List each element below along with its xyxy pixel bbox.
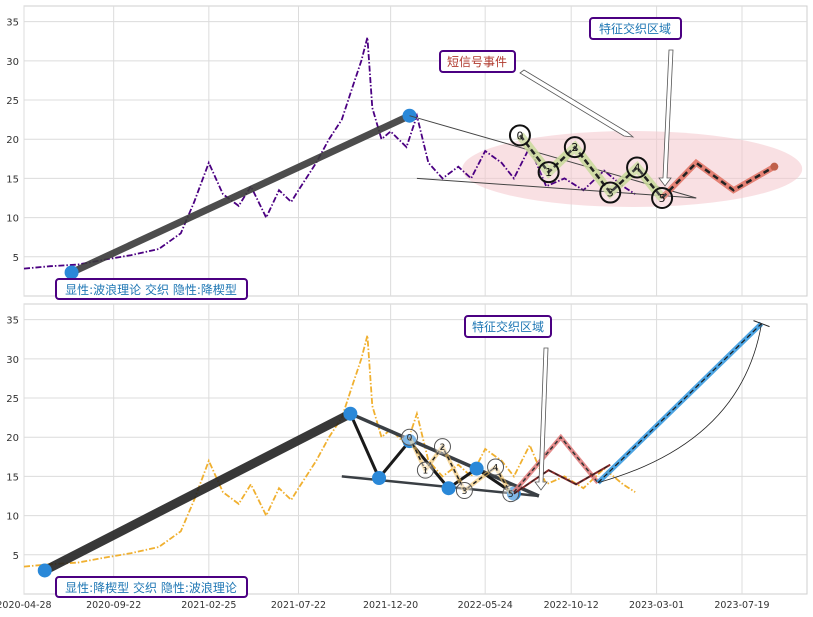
breakout-path bbox=[597, 323, 762, 484]
wave-point-circle bbox=[416, 461, 434, 479]
short-signal-box bbox=[439, 50, 516, 73]
wave-point-label: 0 bbox=[516, 129, 523, 142]
pattern-caption-box bbox=[55, 576, 248, 598]
wave-point-label: 5 bbox=[508, 490, 514, 500]
y-tick-label: 20 bbox=[6, 433, 19, 444]
wave-point-circle bbox=[537, 161, 560, 184]
pattern-caption: 显性:波浪理论 交织 隐性:降楔型 bbox=[65, 282, 237, 297]
wave-path bbox=[408, 436, 512, 495]
projection-path bbox=[661, 161, 775, 199]
wave-point-circle bbox=[508, 124, 531, 147]
y-tick-label: 25 bbox=[6, 394, 19, 405]
wave-point-circle bbox=[626, 156, 649, 179]
zone-label: 特征交织区域 bbox=[472, 319, 544, 334]
short-signal-arrow bbox=[519, 69, 635, 138]
wedge-vertex-marker bbox=[469, 461, 484, 476]
zone-label: 特征交织区域 bbox=[599, 21, 671, 36]
y-tick-label: 35 bbox=[6, 18, 19, 29]
wave-point-label: 2 bbox=[571, 141, 578, 154]
breakout-arc bbox=[597, 323, 762, 484]
price-series-line bbox=[23, 37, 636, 270]
wave-point-circle bbox=[651, 187, 674, 210]
y-tick-label: 5 bbox=[13, 253, 19, 264]
price-series-line bbox=[23, 335, 636, 568]
wave-point-label: 1 bbox=[545, 166, 552, 179]
wedge-vertex-marker bbox=[441, 481, 456, 496]
x-tick-label: 2020-09-22 bbox=[86, 600, 141, 611]
wedge-vertex-marker bbox=[372, 471, 387, 485]
wave-point-label: 5 bbox=[659, 192, 666, 205]
projection-dark-path bbox=[513, 464, 611, 495]
x-tick-label: 2021-07-22 bbox=[271, 600, 326, 611]
wedge-rise-line bbox=[40, 409, 355, 575]
x-tick-label: 2020-04-28 bbox=[0, 600, 52, 611]
zone-label-box bbox=[589, 17, 682, 40]
y-tick-label: 20 bbox=[6, 135, 19, 146]
wedge-lower-line bbox=[416, 177, 697, 199]
wave-point-label: 0 bbox=[407, 434, 413, 444]
pattern-caption-box bbox=[55, 278, 248, 300]
projection-red-path bbox=[513, 436, 599, 493]
y-tick-label: 5 bbox=[13, 551, 19, 562]
y-tick-label: 25 bbox=[6, 96, 19, 107]
wave-point-circle bbox=[487, 458, 505, 476]
wave-point-circle bbox=[563, 136, 586, 159]
trend-start-marker bbox=[64, 265, 79, 280]
wave-point-circle bbox=[599, 181, 622, 204]
wedge-vertex-marker bbox=[37, 563, 52, 578]
y-tick-label: 10 bbox=[6, 512, 19, 523]
projection-end-marker bbox=[770, 162, 779, 171]
x-tick-label: 2021-12-20 bbox=[363, 600, 418, 611]
y-tick-label: 15 bbox=[6, 472, 19, 483]
wave-path bbox=[519, 134, 664, 199]
wedge-vertex-marker bbox=[343, 406, 358, 421]
wave-point-label: 4 bbox=[493, 464, 499, 474]
wave-point-circle bbox=[433, 438, 451, 456]
breakout-end-bracket bbox=[753, 320, 770, 328]
y-tick-label: 30 bbox=[6, 355, 19, 366]
wave-point-label: 3 bbox=[462, 487, 468, 497]
wave-point-label: 1 bbox=[423, 467, 429, 477]
y-tick-label: 35 bbox=[6, 316, 19, 327]
x-tick-label: 2021-02-25 bbox=[181, 600, 236, 611]
pattern-caption: 显性:降楔型 交织 隐性:波浪理论 bbox=[65, 580, 237, 595]
x-tick-label: 2023-03-01 bbox=[629, 600, 684, 611]
zone-label-box bbox=[464, 315, 552, 338]
trend-line bbox=[68, 112, 413, 276]
wave-point-label: 3 bbox=[607, 187, 614, 200]
y-tick-label: 10 bbox=[6, 214, 19, 225]
y-tick-label: 30 bbox=[6, 57, 19, 68]
wave-point-circle bbox=[401, 428, 419, 446]
wave-point-circle bbox=[455, 482, 473, 500]
x-tick-label: 2022-05-24 bbox=[458, 600, 513, 611]
short-signal-label: 短信号事件 bbox=[447, 55, 507, 69]
x-tick-label: 2022-10-12 bbox=[544, 600, 599, 611]
y-tick-label: 15 bbox=[6, 174, 19, 185]
zone-arrow bbox=[658, 49, 674, 187]
x-tick-label: 2023-07-19 bbox=[714, 600, 769, 611]
wave-point-label: 2 bbox=[440, 443, 446, 453]
zone-arrow bbox=[534, 347, 549, 491]
wave-point-label: 4 bbox=[634, 161, 641, 174]
